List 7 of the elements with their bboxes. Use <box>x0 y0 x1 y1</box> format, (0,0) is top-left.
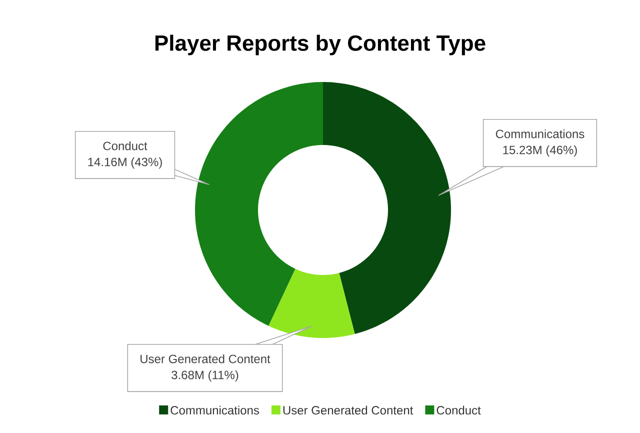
chart-title: Player Reports by Content Type <box>155 34 486 56</box>
legend-label: User Generated Content <box>283 406 414 415</box>
data-label: 3.68M (11%) <box>172 370 238 382</box>
legend-label: Conduct <box>436 406 481 415</box>
slice-label: Communications <box>496 129 584 138</box>
slice-label: Conduct <box>103 141 148 150</box>
legend-label: Communications <box>170 406 260 415</box>
